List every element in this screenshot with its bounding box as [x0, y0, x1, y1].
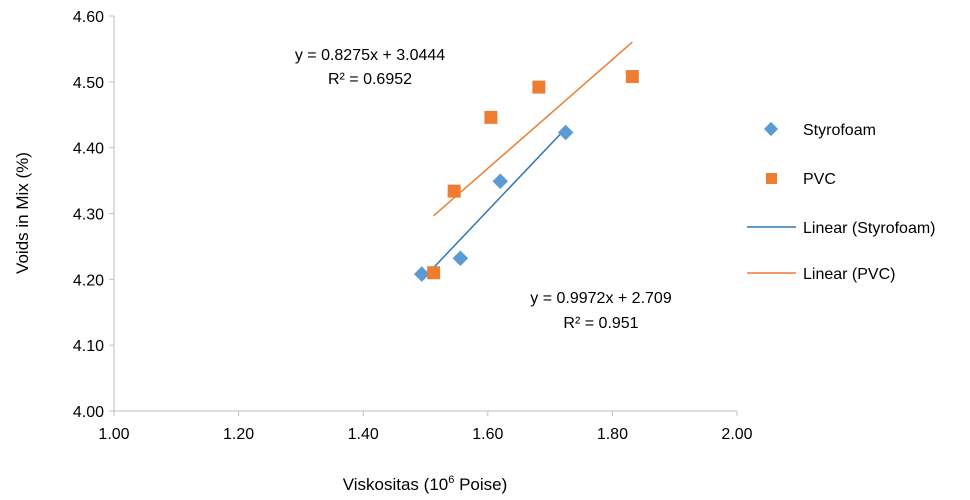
data-points: [413, 70, 639, 282]
legend-label-linear-pvc: Linear (PVC): [803, 266, 895, 283]
point-styrofoam: [557, 124, 574, 141]
point-pvc: [532, 80, 546, 94]
pvc-r2-label: R² = 0.6952: [328, 71, 412, 88]
legend-item-pvc: PVC: [766, 171, 836, 188]
y-tick-labels: 4.00 4.10 4.20 4.30 4.40 4.50 4.60: [73, 9, 114, 421]
y-tick-label: 4.00: [73, 404, 104, 421]
point-pvc: [427, 266, 441, 280]
trendlines: [421, 41, 633, 281]
x-tick-label: 1.80: [597, 426, 628, 443]
pvc-equation-label: y = 0.8275x + 3.0444: [295, 47, 445, 64]
legend-marker-pvc: [766, 173, 777, 184]
point-pvc: [447, 184, 461, 198]
legend-label-styrofoam: Styrofoam: [803, 122, 876, 139]
styrofoam-r2-label: R² = 0.951: [563, 315, 638, 332]
legend-item-linear-pvc: Linear (PVC): [747, 266, 895, 283]
y-axis-title: Voids in Mix (%): [13, 152, 32, 274]
point-pvc: [625, 70, 639, 84]
trendline-pvc: [433, 41, 633, 217]
x-axis-title-superscript: 6: [448, 474, 454, 486]
y-tick-label: 4.40: [73, 141, 104, 158]
y-tick-label: 4.30: [73, 207, 104, 224]
axes: [113, 16, 737, 412]
y-tick-label: 4.10: [73, 338, 104, 355]
x-tick-label: 1.00: [98, 426, 129, 443]
point-styrofoam: [492, 173, 509, 190]
trendline-styrofoam: [421, 127, 567, 281]
legend-item-linear-styrofoam: Linear (Styrofoam): [747, 220, 936, 237]
legend-marker-styrofoam: [763, 121, 779, 137]
point-pvc: [484, 110, 498, 124]
legend-item-styrofoam: Styrofoam: [763, 121, 876, 139]
y-tick-label: 4.50: [73, 75, 104, 92]
styrofoam-equation-label: y = 0.9972x + 2.709: [530, 290, 672, 307]
x-tick-label: 1.60: [472, 426, 503, 443]
x-axis-title: Viskositas (106 Poise): [343, 474, 508, 494]
y-tick-label: 4.60: [73, 9, 104, 26]
x-tick-label: 2.00: [721, 426, 752, 443]
point-styrofoam: [452, 250, 469, 267]
x-tick-labels: 1.00 1.20 1.40 1.60 1.80 2.00: [98, 411, 753, 443]
y-tick-label: 4.20: [73, 272, 104, 289]
legend-label-linear-styrofoam: Linear (Styrofoam): [803, 220, 936, 237]
legend-label-pvc: PVC: [803, 171, 836, 188]
legend: Styrofoam PVC Linear (Styrofoam) Linear …: [747, 121, 936, 283]
x-tick-label: 1.40: [348, 426, 379, 443]
x-tick-label: 1.20: [223, 426, 254, 443]
